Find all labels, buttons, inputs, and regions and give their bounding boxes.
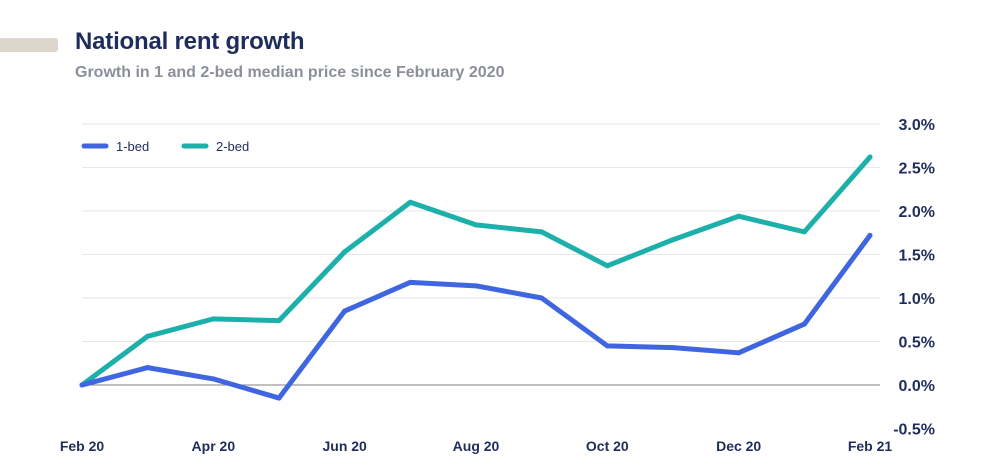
y-tick-label: -0.5% <box>893 422 935 439</box>
data-point <box>867 154 873 160</box>
y-tick-label: 2.5% <box>899 161 935 178</box>
x-tick-label: Oct 20 <box>586 438 629 454</box>
data-point <box>604 343 610 349</box>
data-point <box>276 395 282 401</box>
y-axis-ticks: -0.5% 0.0% 0.5% 1.0% 1.5% 2.0% 2.5% 3.0% <box>893 117 935 439</box>
y-tick-label: 3.0% <box>899 117 935 134</box>
data-point <box>407 279 413 285</box>
data-point <box>670 237 676 243</box>
data-point <box>473 222 479 228</box>
x-tick-label: Feb 21 <box>848 438 893 454</box>
data-point <box>145 365 151 371</box>
accent-bar <box>0 38 58 52</box>
data-point <box>801 229 807 235</box>
x-tick-label: Dec 20 <box>716 438 761 454</box>
data-point <box>407 199 413 205</box>
data-point <box>276 318 282 324</box>
chart-title: National rent growth <box>75 28 305 55</box>
y-tick-label: 2.0% <box>899 204 935 221</box>
chart-subtitle: Growth in 1 and 2-bed median price since… <box>75 64 505 81</box>
data-point <box>670 345 676 351</box>
y-tick-label: 1.0% <box>899 291 935 308</box>
data-point <box>539 295 545 301</box>
y-tick-label: 0.5% <box>899 335 935 352</box>
x-tick-label: Apr 20 <box>192 438 236 454</box>
data-point <box>210 316 216 322</box>
data-point <box>342 249 348 255</box>
data-point <box>79 382 85 388</box>
x-tick-label: Jun 20 <box>322 438 367 454</box>
series-line <box>79 154 873 388</box>
data-point <box>604 263 610 269</box>
data-point <box>145 333 151 339</box>
y-tick-label: 0.0% <box>899 378 935 395</box>
data-point <box>801 321 807 327</box>
data-point <box>210 376 216 382</box>
legend-item-2-bed: 2-bed <box>181 139 249 154</box>
x-tick-label: Aug 20 <box>453 438 500 454</box>
grid-lines <box>82 123 880 386</box>
series-lines <box>79 154 873 401</box>
data-point <box>736 213 742 219</box>
legend: 1-bed 2-bed <box>81 139 249 154</box>
legend-label: 2-bed <box>216 139 249 154</box>
data-point <box>473 283 479 289</box>
legend-item-1-bed: 1-bed <box>81 139 149 154</box>
series-1-bed <box>79 232 873 401</box>
data-point <box>736 350 742 356</box>
y-tick-label: 1.5% <box>899 248 935 265</box>
series-line <box>79 232 873 401</box>
data-point <box>867 232 873 238</box>
x-tick-label: Feb 20 <box>60 438 105 454</box>
data-point <box>539 229 545 235</box>
x-axis-ticks: Feb 20 Apr 20 Jun 20 Aug 20 Oct 20 Dec 20 Feb … <box>60 438 893 454</box>
legend-label: 1-bed <box>116 139 149 154</box>
series-2-bed <box>79 154 873 388</box>
data-point <box>342 308 348 314</box>
